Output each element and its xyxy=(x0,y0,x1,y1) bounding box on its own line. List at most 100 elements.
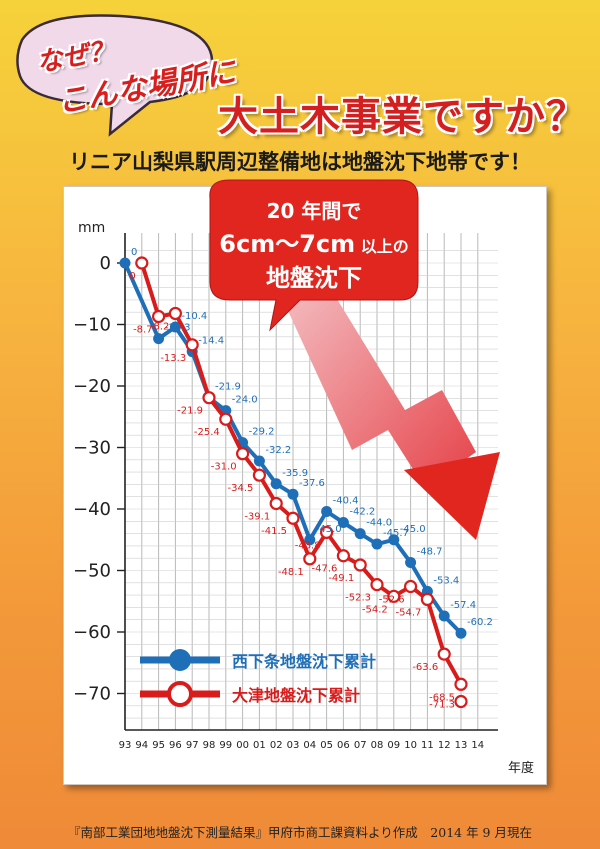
data-label-nishishimojo: -57.4 xyxy=(450,600,476,611)
data-point-otsu xyxy=(286,511,300,525)
data-label-nishishimojo: -53.4 xyxy=(433,575,459,586)
data-label-nishishimojo: -21.9 xyxy=(215,382,241,393)
data-point-otsu xyxy=(353,558,367,572)
data-point-nishishimojo xyxy=(455,627,467,639)
data-point-nishishimojo xyxy=(287,488,299,500)
data-label-otsu: -8.7 xyxy=(133,325,153,336)
x-tick-label: 14 xyxy=(471,740,484,751)
data-label-otsu: -21.9 xyxy=(177,406,203,417)
x-tick-label: 93 xyxy=(119,740,132,751)
data-label-otsu: -8.2 xyxy=(150,321,170,332)
data-point-otsu xyxy=(336,549,350,563)
data-label-otsu: -34.5 xyxy=(228,483,254,494)
data-point-otsu xyxy=(185,338,199,352)
data-point-otsu xyxy=(202,391,216,405)
chart-series xyxy=(119,256,468,709)
chart-axes: 93 94 95 96 97 98 99 00 01 02 03 04 05 06 07 08 09 10 11 12… xyxy=(73,233,498,751)
x-tick-label: 09 xyxy=(387,740,400,751)
x-tick-label: 13 xyxy=(455,740,468,751)
callout-line2-main: 6cm〜7cm xyxy=(219,230,355,258)
callout-arrow xyxy=(283,268,500,540)
data-label-nishishimojo: -45.7 xyxy=(383,528,409,539)
data-point-otsu xyxy=(387,589,401,603)
callout-line2-small: 以上の xyxy=(361,237,409,256)
data-label-otsu: -48.1 xyxy=(278,567,304,578)
x-tick-label: 03 xyxy=(287,740,300,751)
data-label-nishishimojo: -60.2 xyxy=(467,617,493,628)
data-label-nishishimojo: -24.0 xyxy=(232,395,258,406)
x-tick-label: 11 xyxy=(421,740,434,751)
x-tick-label: 05 xyxy=(320,740,333,751)
data-point-otsu xyxy=(320,525,334,539)
data-label-nishishimojo: -40.4 xyxy=(333,495,359,506)
data-point-otsu xyxy=(437,647,451,661)
data-label-otsu: -63.6 xyxy=(412,662,438,673)
y-tick-label: −30 xyxy=(73,438,111,459)
legend-label-nishishimojo: 西下条地盤沈下累計 xyxy=(232,652,376,671)
source-note: 『南部工業団地地盤沈下測量結果』甲府市商工課資料より作成 2014 年 9 月現… xyxy=(68,825,532,840)
headline: 大土木事業ですか？ xyxy=(218,94,587,140)
speech-bubble-icon xyxy=(16,14,214,137)
callout-line1: 20 年間で xyxy=(267,199,362,223)
data-point-nishishimojo xyxy=(337,517,349,529)
data-label-nishishimojo: -35.9 xyxy=(282,468,308,479)
data-label-otsu: -31.0 xyxy=(211,462,237,473)
data-label-nishishimojo: -32.2 xyxy=(265,445,291,456)
data-label-otsu: -43.8 xyxy=(295,540,321,551)
data-label-otsu: -41.5 xyxy=(261,526,287,537)
data-label-otsu: -68.5 xyxy=(429,692,455,703)
data-point-otsu xyxy=(454,677,468,691)
data-label-nishishimojo: -45.0 xyxy=(316,524,342,535)
data-label-otsu: 0 xyxy=(129,271,135,282)
data-point-nishishimojo xyxy=(270,478,282,490)
x-tick-label: 98 xyxy=(203,740,216,751)
data-point-nishishimojo xyxy=(405,557,417,569)
data-point-otsu xyxy=(152,309,166,324)
chart-data-labels: 0 -12.3-10.4 -14.4 -21.9 -24.0 -29.2 -32.2 -35.… xyxy=(129,247,492,710)
data-label-otsu: -49.1 xyxy=(328,573,354,584)
data-label-nishishimojo: -44.0 xyxy=(366,518,392,529)
x-tick-label: 08 xyxy=(371,740,384,751)
y-tick-label: 0 xyxy=(100,253,111,274)
data-point-otsu-final xyxy=(454,694,468,709)
data-point-otsu xyxy=(219,412,233,426)
data-label-otsu: -52.6 xyxy=(379,594,405,605)
data-point-otsu xyxy=(370,578,384,592)
data-label-otsu: -54.7 xyxy=(396,607,422,618)
x-tick-label: 07 xyxy=(354,740,367,751)
x-tick-label: 99 xyxy=(219,740,232,751)
data-point-nishishimojo xyxy=(388,534,400,546)
data-label-otsu: -47.6 xyxy=(312,564,338,575)
callout: 20 年間で 6cm〜7cm 以上の 地盤沈下 xyxy=(209,179,419,332)
callout-line3: 地盤沈下 xyxy=(266,264,362,292)
x-tick-label: 00 xyxy=(236,740,249,751)
x-tick-label: 06 xyxy=(337,740,350,751)
y-tick-label: −10 xyxy=(73,315,111,336)
data-point-otsu xyxy=(420,592,434,607)
y-axis-unit: mm xyxy=(78,220,105,236)
y-tick-label: −40 xyxy=(73,499,111,520)
data-point-otsu xyxy=(168,306,182,321)
y-tick-label: −20 xyxy=(73,376,111,397)
data-label-otsu: -54.2 xyxy=(362,604,388,615)
data-label-nishishimojo: -42.2 xyxy=(349,507,375,518)
x-tick-label: 10 xyxy=(404,740,417,751)
data-label-otsu-final: -71.3 xyxy=(429,699,455,710)
data-point-nishishimojo xyxy=(153,333,165,345)
data-point-nishishimojo xyxy=(304,534,316,546)
y-tick-label: −70 xyxy=(73,684,111,705)
data-label-nishishimojo: -10.4 xyxy=(181,311,207,322)
data-point-otsu xyxy=(236,447,250,461)
y-tick-label: −60 xyxy=(73,622,111,643)
callout-line2: 6cm〜7cm 以上の xyxy=(219,230,408,258)
data-point-otsu xyxy=(303,552,317,566)
data-point-otsu xyxy=(252,468,266,482)
data-point-nishishimojo xyxy=(371,538,383,550)
x-tick-label: 96 xyxy=(169,740,182,751)
legend: 西下条地盤沈下累計 大津地盤沈下累計 xyxy=(140,649,376,707)
x-tick-label: 94 xyxy=(135,740,148,751)
x-tick-label: 04 xyxy=(303,740,316,751)
x-tick-label: 12 xyxy=(438,740,451,751)
x-tick-label: 02 xyxy=(270,740,283,751)
